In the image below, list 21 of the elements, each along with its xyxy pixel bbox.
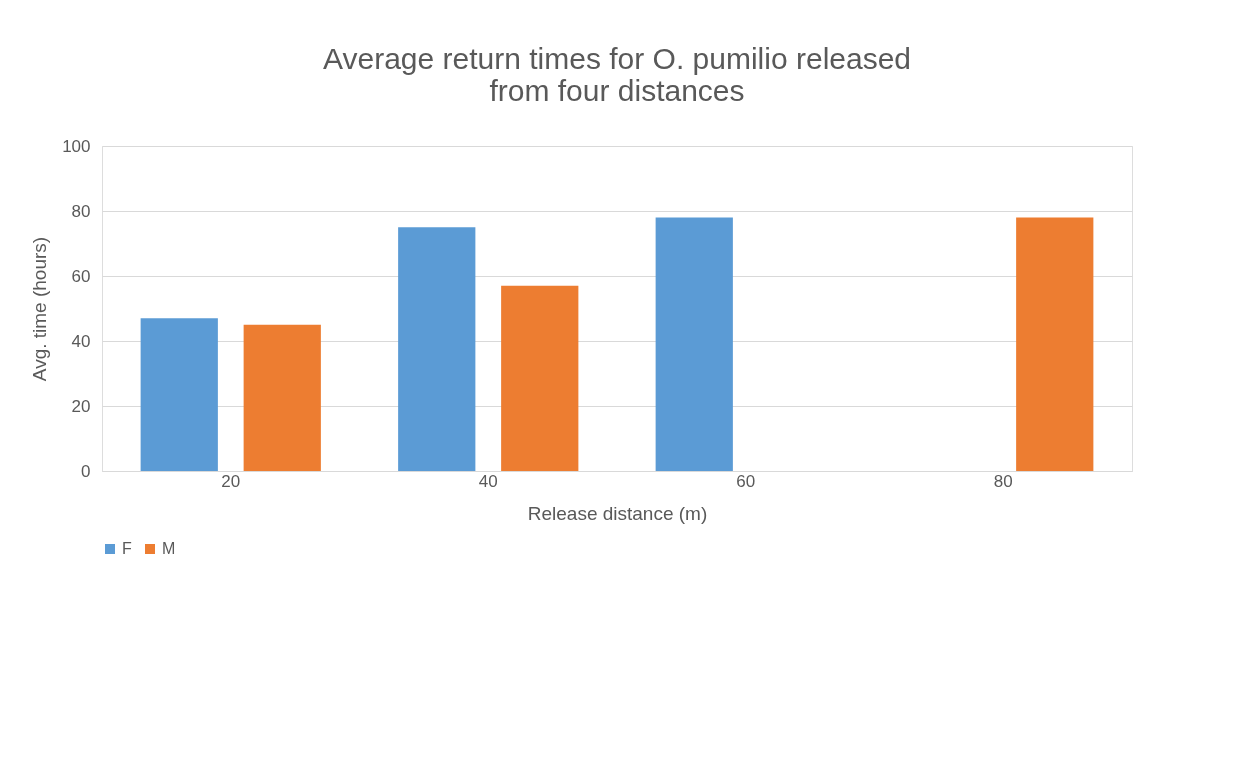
x-tick-label: 80: [993, 471, 1013, 491]
y-axis-title: Avg. time (hours): [29, 236, 51, 382]
bar: [655, 217, 733, 471]
x-tick-label: 40: [478, 471, 498, 491]
x-axis-title: Release distance (m): [527, 502, 708, 524]
y-tick-label: 60: [71, 266, 91, 286]
chart-title: Average return times for O. pumilio released from four distances: [322, 42, 912, 107]
bar: [501, 285, 579, 471]
x-tick-label: 60: [736, 471, 756, 491]
y-tick-label: 100: [62, 136, 91, 156]
y-tick-label: 20: [71, 396, 91, 416]
x-tick-label: 20: [221, 471, 241, 491]
legend-label: F: [122, 540, 132, 557]
bar: [1016, 217, 1094, 471]
y-tick-label: 0: [81, 461, 91, 481]
bar: [398, 227, 476, 471]
bar: [140, 318, 218, 471]
y-tick-label: 40: [71, 331, 91, 351]
bar: [243, 324, 321, 471]
y-tick-label: 80: [71, 201, 91, 221]
legend-label: M: [162, 540, 176, 557]
